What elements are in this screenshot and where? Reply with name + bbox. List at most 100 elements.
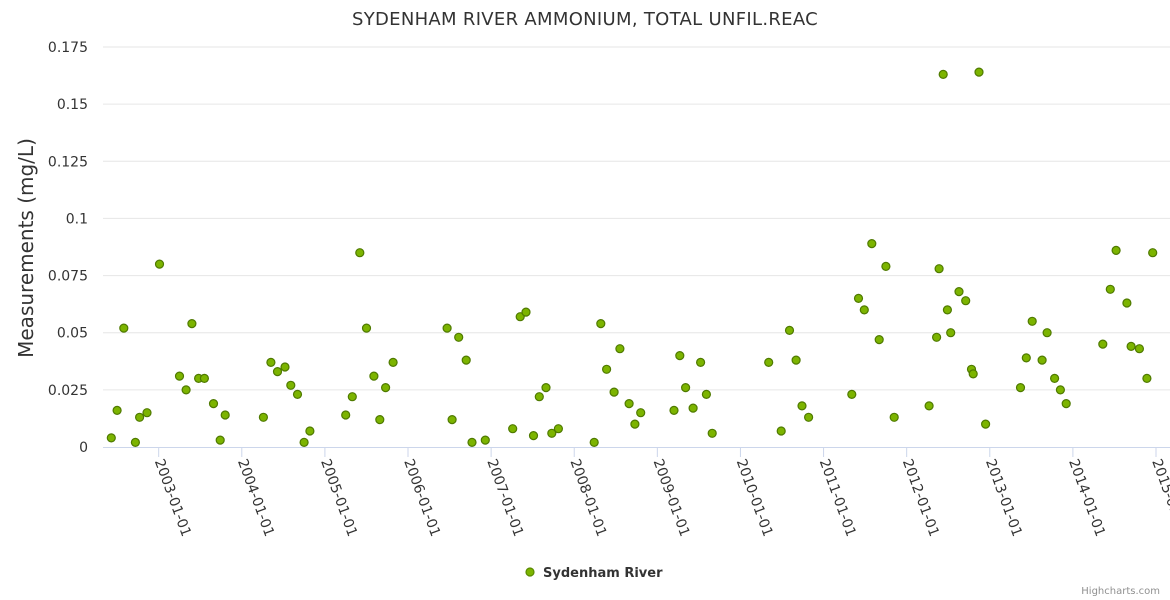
data-point[interactable] [266, 357, 276, 367]
data-point[interactable] [305, 426, 315, 436]
data-point[interactable] [447, 415, 457, 425]
data-point[interactable] [980, 419, 991, 429]
legend[interactable]: Sydenham River [525, 566, 663, 581]
data-point[interactable] [119, 323, 129, 333]
data-point[interactable] [615, 344, 625, 354]
data-point[interactable] [1148, 248, 1158, 258]
data-point[interactable] [688, 403, 698, 413]
data-point[interactable] [853, 293, 864, 303]
data-point[interactable] [1042, 328, 1052, 338]
data-point[interactable] [931, 332, 942, 342]
data-point[interactable] [1105, 284, 1115, 294]
data-point[interactable] [589, 437, 599, 447]
data-point[interactable] [369, 371, 379, 381]
data-point[interactable] [881, 261, 891, 271]
data-point[interactable] [974, 67, 984, 77]
data-point[interactable] [355, 248, 365, 258]
data-point[interactable] [215, 435, 225, 445]
data-point[interactable] [630, 419, 640, 429]
data-point[interactable] [669, 405, 679, 415]
data-point[interactable] [106, 433, 116, 443]
data-point[interactable] [1027, 316, 1037, 326]
data-point[interactable] [347, 392, 357, 402]
data-point[interactable] [609, 387, 619, 397]
data-point[interactable] [701, 389, 712, 399]
data-point[interactable] [272, 367, 283, 377]
data-point[interactable] [764, 357, 774, 367]
data-point[interactable] [388, 357, 398, 367]
data-point[interactable] [541, 383, 551, 393]
data-point[interactable] [695, 357, 706, 367]
data-point[interactable] [258, 412, 268, 422]
data-point[interactable] [1126, 341, 1136, 351]
data-point[interactable] [776, 426, 786, 436]
data-point[interactable] [924, 401, 934, 411]
data-point[interactable] [636, 408, 646, 418]
data-point[interactable] [547, 428, 557, 438]
data-point[interactable] [142, 408, 152, 418]
data-point[interactable] [381, 383, 391, 393]
data-point[interactable] [797, 401, 807, 411]
data-point[interactable] [528, 431, 539, 441]
data-point[interactable] [1098, 339, 1108, 349]
data-point[interactable] [292, 389, 303, 399]
data-point[interactable] [135, 412, 145, 422]
data-point[interactable] [154, 259, 165, 269]
data-point[interactable] [938, 69, 948, 80]
data-point[interactable] [280, 362, 290, 372]
data-point[interactable] [889, 412, 899, 422]
data-point[interactable] [461, 355, 471, 365]
data-point[interactable] [454, 332, 464, 342]
data-point[interactable] [442, 323, 452, 333]
data-point[interactable] [859, 305, 869, 315]
data-point[interactable] [467, 437, 477, 447]
data-point[interactable] [1142, 373, 1152, 383]
data-point[interactable] [361, 323, 372, 333]
data-point[interactable] [791, 355, 801, 365]
data-point[interactable] [515, 312, 525, 322]
data-point[interactable] [867, 239, 877, 249]
data-point[interactable] [680, 383, 691, 393]
data-point[interactable] [521, 307, 531, 317]
data-point[interactable] [624, 399, 634, 409]
data-point[interactable] [508, 424, 518, 434]
data-point[interactable] [187, 319, 197, 329]
data-point[interactable] [174, 371, 185, 381]
data-point[interactable] [934, 264, 944, 274]
data-point[interactable] [1134, 344, 1145, 354]
data-point[interactable] [1061, 399, 1071, 409]
data-point[interactable] [375, 415, 385, 425]
data-point[interactable] [286, 380, 296, 390]
data-point[interactable] [341, 410, 351, 420]
data-point[interactable] [954, 287, 964, 297]
data-point[interactable] [961, 296, 971, 306]
data-point[interactable] [130, 437, 140, 447]
data-point[interactable] [803, 412, 814, 422]
data-point[interactable] [675, 351, 685, 361]
data-point[interactable] [1055, 385, 1066, 395]
data-point[interactable] [1015, 383, 1026, 393]
data-point[interactable] [553, 424, 564, 434]
data-point[interactable] [220, 410, 230, 420]
data-point[interactable] [1037, 355, 1047, 365]
data-point[interactable] [784, 325, 795, 335]
data-point[interactable] [1049, 373, 1060, 383]
legend-label[interactable]: Sydenham River [543, 566, 663, 581]
data-point[interactable] [601, 364, 612, 374]
data-point[interactable] [596, 319, 606, 329]
data-point[interactable] [968, 369, 978, 379]
data-point[interactable] [112, 405, 122, 415]
data-point[interactable] [480, 435, 490, 445]
data-point[interactable] [1111, 245, 1121, 255]
data-point[interactable] [847, 389, 857, 399]
data-point[interactable] [1122, 298, 1132, 308]
data-point[interactable] [942, 305, 953, 315]
data-point[interactable] [946, 328, 956, 338]
data-point[interactable] [299, 437, 309, 447]
data-point[interactable] [181, 385, 191, 395]
data-point[interactable] [1021, 353, 1031, 363]
data-point[interactable] [534, 392, 544, 402]
credits-link[interactable]: Highcharts.com [1081, 586, 1160, 597]
data-point[interactable] [707, 428, 717, 438]
data-point[interactable] [208, 399, 219, 409]
